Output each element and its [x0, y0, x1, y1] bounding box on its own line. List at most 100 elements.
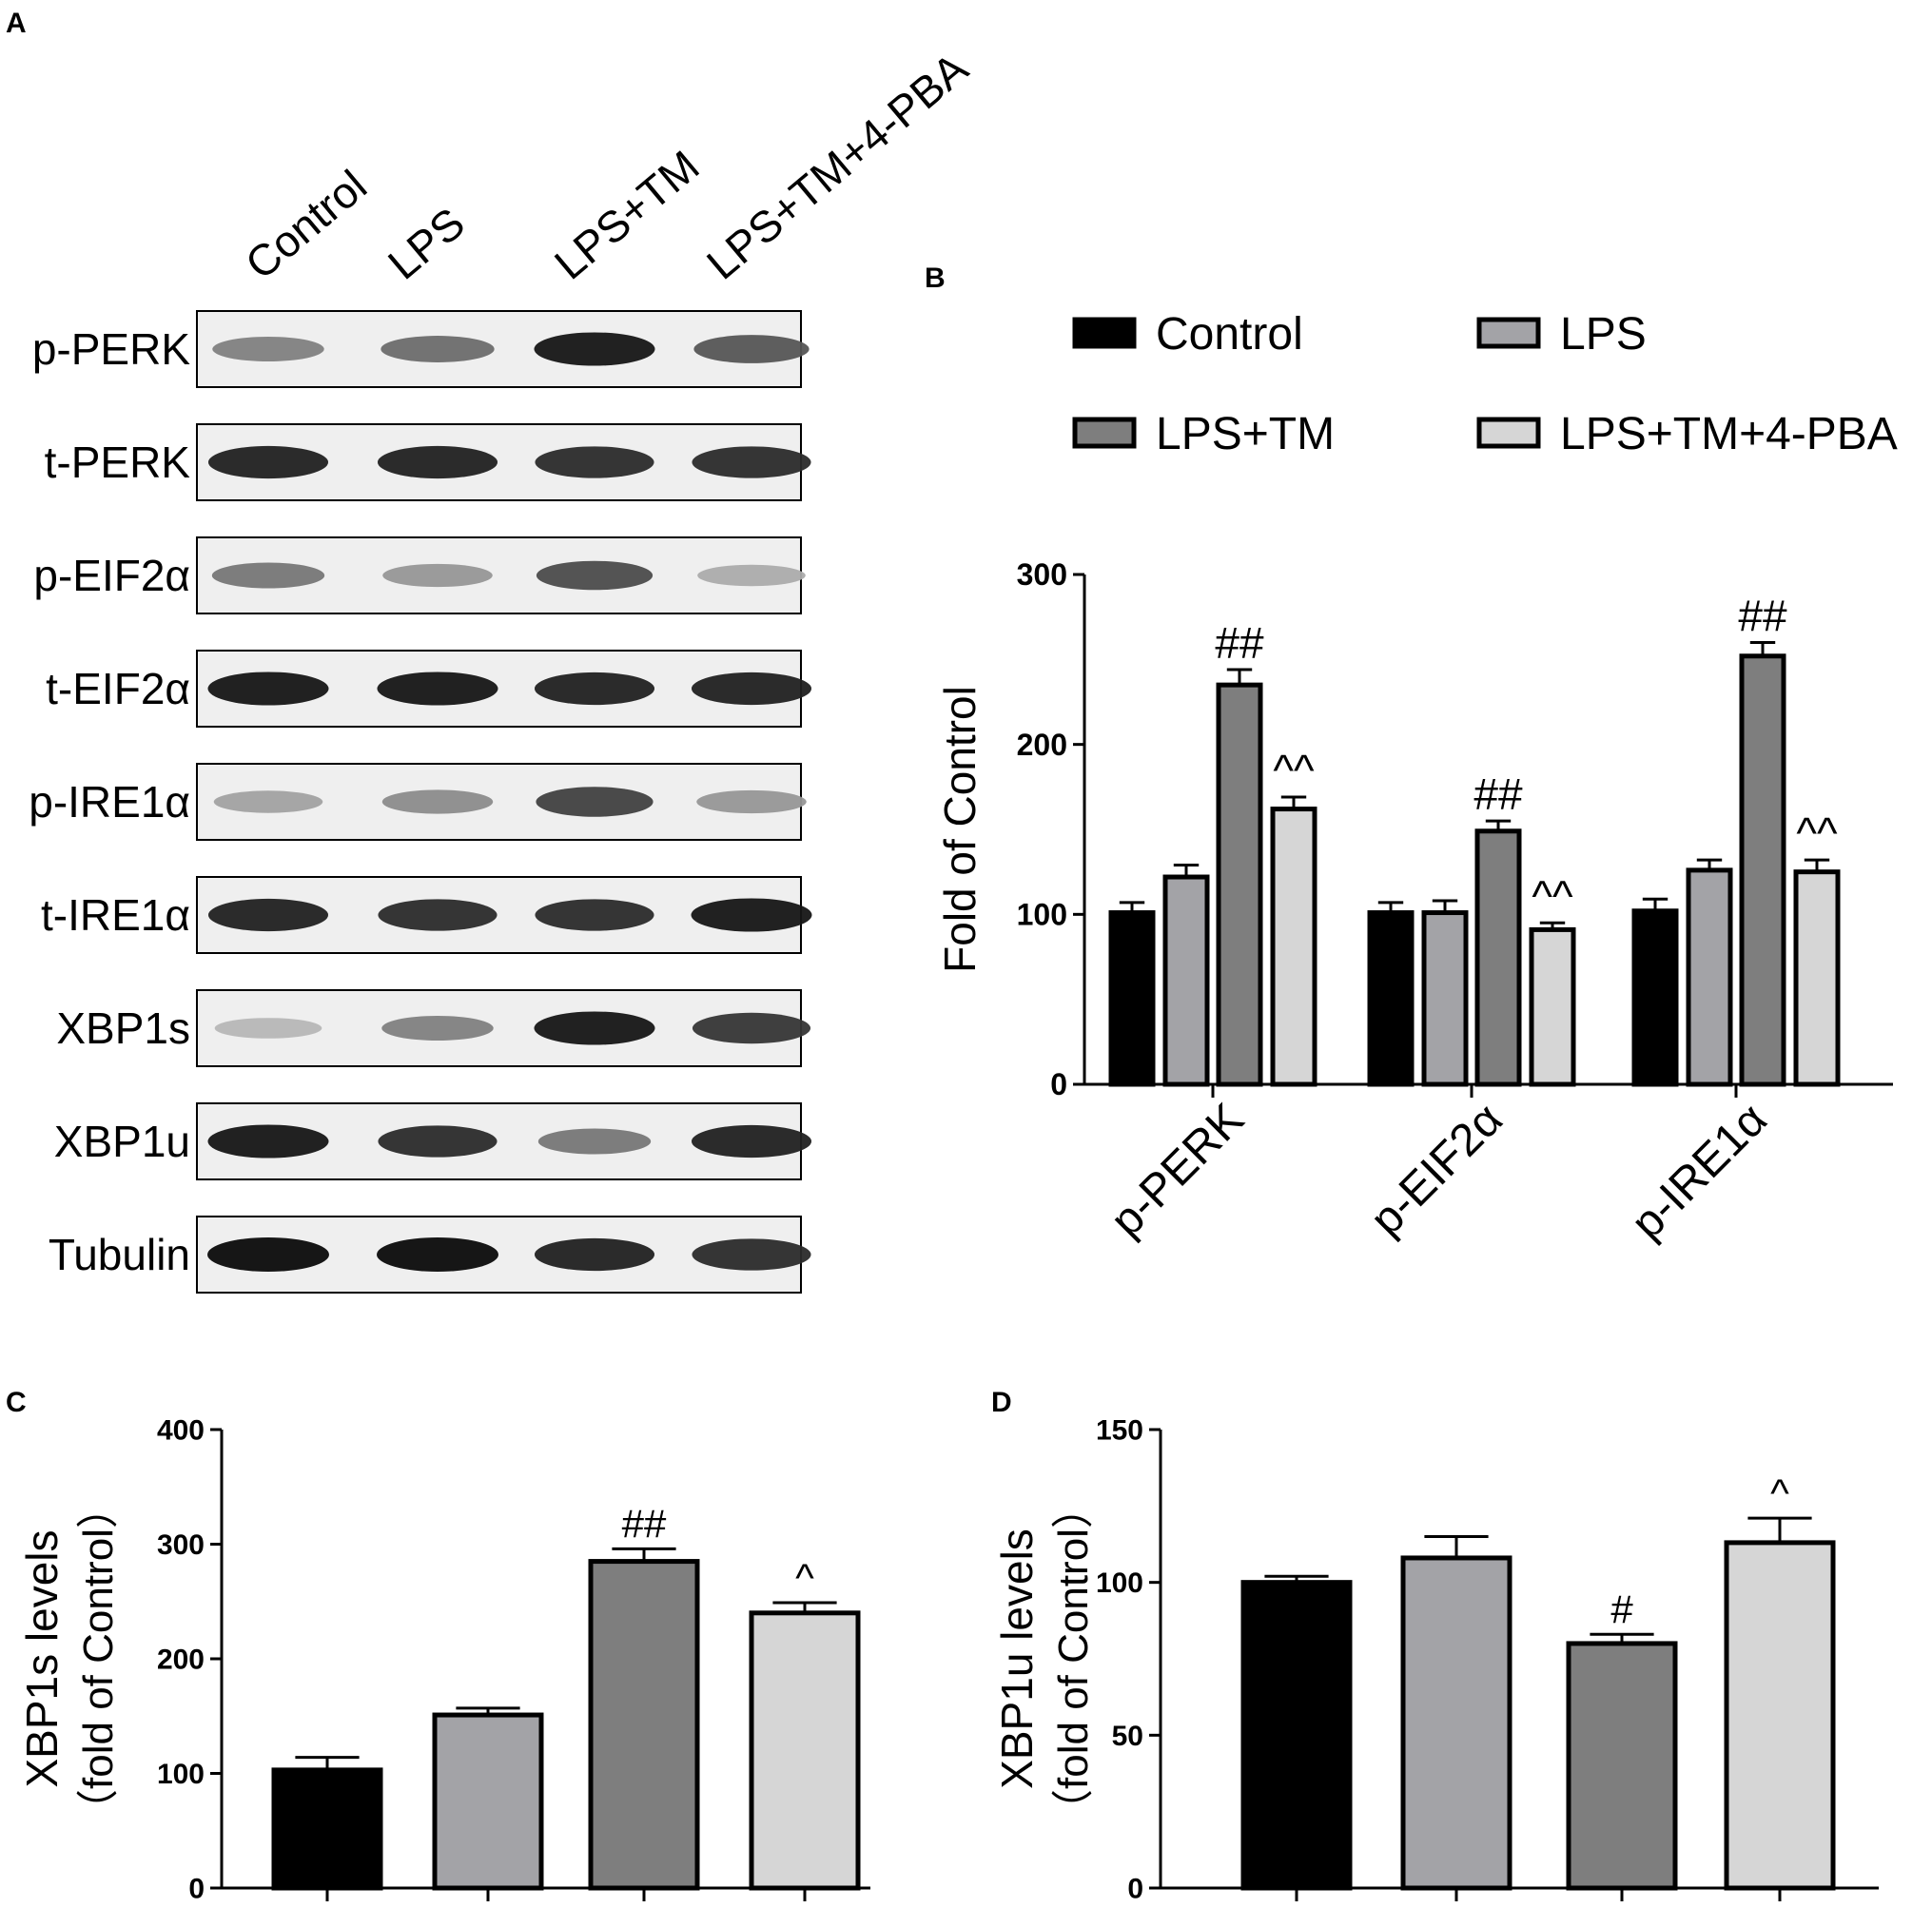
- blot-band: [535, 446, 654, 478]
- y-axis-title-line1: XBP1u levels: [992, 1528, 1042, 1789]
- blot-row-label: t-IRE1α: [41, 890, 190, 940]
- bar: [1421, 910, 1469, 1087]
- blot-band: [207, 1237, 329, 1272]
- bar: [1400, 1555, 1512, 1891]
- blot-row-label: t-EIF2α: [46, 664, 190, 713]
- bar: [1566, 1641, 1678, 1891]
- y-tick-label: 0: [1050, 1067, 1067, 1101]
- blot-band: [377, 445, 498, 479]
- y-axis-title-line2: （fold of Control）: [1050, 1487, 1097, 1831]
- y-tick-label: 50: [1112, 1721, 1143, 1752]
- blot-band: [537, 1128, 652, 1155]
- bar: [271, 1767, 383, 1891]
- blot-band: [691, 1124, 812, 1158]
- x-tick-label: p-EIF2α: [1361, 1094, 1512, 1245]
- bar-annotation: ^: [795, 1555, 814, 1600]
- bar-annotation: ^^: [1273, 746, 1315, 795]
- blot-band: [691, 898, 812, 932]
- blot-band: [536, 560, 654, 591]
- bar: [1739, 653, 1786, 1087]
- bar-annotation: ^^: [1796, 808, 1838, 858]
- bar-annotation: ^^: [1532, 871, 1573, 921]
- bar-annotation: ##: [1738, 591, 1787, 640]
- blot-band: [381, 789, 494, 814]
- bar: [1108, 910, 1156, 1087]
- blot-band: [697, 564, 806, 587]
- blot-band: [536, 787, 654, 817]
- blot-band: [211, 562, 325, 589]
- y-tick-label: 300: [157, 1529, 205, 1561]
- legend-label: LPS: [1560, 309, 1647, 360]
- y-tick-label: 100: [157, 1759, 205, 1790]
- blot-band: [534, 1011, 655, 1045]
- x-tick-label: p-IRE1α: [1622, 1094, 1777, 1249]
- panel-label-c: C: [6, 1387, 27, 1418]
- bar: [1686, 867, 1733, 1087]
- bar: [1270, 807, 1317, 1087]
- x-tick-label: p-PERK: [1102, 1094, 1254, 1246]
- bar: [1793, 869, 1841, 1087]
- blot-row-label: Tubulin: [49, 1230, 190, 1279]
- blot-band: [377, 672, 498, 706]
- bar-annotation: #: [1610, 1587, 1633, 1631]
- blot-band: [696, 789, 807, 814]
- blot-band: [207, 898, 329, 932]
- bar: [1631, 908, 1679, 1087]
- blot-band: [382, 563, 493, 588]
- legend-swatch: [1072, 317, 1137, 349]
- y-tick-label: 300: [1017, 557, 1067, 592]
- y-axis-title-line1: XBP1s levels: [17, 1529, 67, 1787]
- bar: [749, 1610, 861, 1891]
- legend-swatch: [1476, 417, 1541, 449]
- blot-band: [378, 899, 498, 931]
- blot-band: [213, 790, 323, 813]
- blot-band: [534, 1237, 655, 1272]
- blot-band: [692, 446, 811, 478]
- blot-band: [535, 899, 654, 931]
- chart-d: 0 50 100 150 # ^ XBP1u levels （fold of Control）: [992, 1415, 1879, 1905]
- blot-row-label: p-PERK: [32, 324, 190, 374]
- blot-band: [207, 445, 329, 479]
- panel-label-d: D: [991, 1387, 1012, 1418]
- bar: [1529, 926, 1576, 1087]
- blot-row-label: p-EIF2α: [33, 551, 190, 600]
- lane-label-1: LPS: [379, 198, 474, 289]
- y-tick-label: 100: [1096, 1567, 1143, 1599]
- y-tick-label: 150: [1096, 1415, 1143, 1447]
- legend-label: LPS+TM+4-PBA: [1560, 409, 1898, 459]
- y-tick-label: 400: [157, 1415, 205, 1447]
- bar: [1162, 874, 1210, 1087]
- blot-band: [377, 1237, 498, 1272]
- chart-b: Control LPS LPS+TM LPS+TM+4-PBA 0 100 200 300 p-…: [935, 309, 1898, 1249]
- blot-band: [378, 1125, 498, 1158]
- y-tick-label: 0: [1127, 1874, 1143, 1905]
- bar: [1724, 1540, 1836, 1891]
- lane-label-0: Control: [236, 161, 376, 289]
- legend-swatch: [1476, 317, 1541, 349]
- blot-band: [534, 672, 655, 706]
- bar: [1367, 910, 1415, 1087]
- blot-band: [207, 672, 329, 706]
- legend-label: LPS+TM: [1156, 409, 1335, 459]
- bar: [588, 1559, 700, 1891]
- y-axis-title: Fold of Control: [935, 686, 985, 973]
- y-tick-label: 200: [157, 1645, 205, 1676]
- blot-band: [381, 336, 495, 362]
- y-tick-label: 100: [1017, 898, 1067, 932]
- blot-band: [381, 1015, 494, 1042]
- blot-row-label: XBP1s: [56, 1003, 190, 1053]
- bar: [1216, 682, 1263, 1087]
- blot-band: [692, 1238, 811, 1271]
- bar-annotation: ##: [1215, 618, 1264, 668]
- bar: [1240, 1580, 1353, 1891]
- blot-band: [691, 672, 812, 706]
- bar-annotation: ^: [1770, 1470, 1789, 1515]
- blot-band: [692, 1012, 811, 1044]
- bar: [432, 1712, 544, 1891]
- lane-label-3: LPS+TM+4-PBA: [697, 43, 977, 289]
- chart-c: 0 100 200 300 400 ## ^ XBP1s levels （fold of Con…: [17, 1415, 870, 1905]
- blot-band: [214, 1018, 322, 1039]
- legend-label: Control: [1156, 309, 1303, 360]
- bar: [1474, 828, 1522, 1087]
